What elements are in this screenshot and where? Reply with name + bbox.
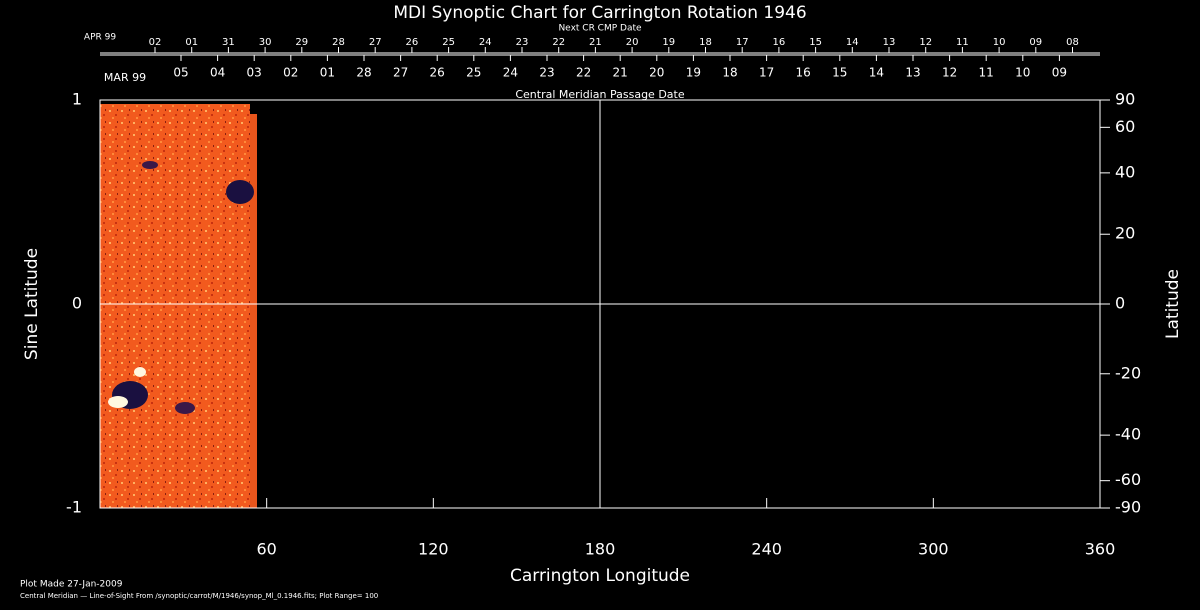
x-tick-label: 180 xyxy=(585,540,616,559)
date-tick-label: 03 xyxy=(247,66,262,80)
date-tick-label: 21 xyxy=(613,66,628,80)
chart-title: MDI Synoptic Chart for Carrington Rotati… xyxy=(393,3,806,23)
date-tick-label: 02 xyxy=(149,37,162,48)
date-tick-label: 11 xyxy=(979,66,994,80)
date-tick-label: 10 xyxy=(1015,66,1030,80)
date-tick-label: 24 xyxy=(503,66,518,80)
date-tick-label: 27 xyxy=(369,37,382,48)
date-tick-label: 30 xyxy=(259,37,272,48)
date-tick-label: 19 xyxy=(662,37,675,48)
date-tick-label: 31 xyxy=(222,37,235,48)
x-tick-label: 360 xyxy=(1085,540,1116,559)
date-tick-label: 21 xyxy=(589,37,602,48)
date-tick-label: 10 xyxy=(993,37,1006,48)
date-axis-label: Next CR CMP Date xyxy=(558,24,642,34)
date-tick-label: 09 xyxy=(1052,66,1067,80)
y-tick-label: 0 xyxy=(72,294,82,313)
date-tick-label: 29 xyxy=(295,37,308,48)
date-tick-label: 16 xyxy=(773,37,786,48)
x-tick-label: 300 xyxy=(918,540,949,559)
date-tick-label: 17 xyxy=(759,66,774,80)
magnetogram-strip xyxy=(100,104,257,508)
footer-note: Plot Made 27-Jan-2009 xyxy=(20,580,123,590)
date-tick-label: 22 xyxy=(552,37,565,48)
x-tick-label: 240 xyxy=(751,540,782,559)
date-tick-label: 08 xyxy=(1066,37,1079,48)
date-tick-label: 20 xyxy=(649,66,664,80)
date-tick-label: 01 xyxy=(185,37,198,48)
y2-tick-label: 40 xyxy=(1115,162,1135,181)
date-tick-label: 16 xyxy=(796,66,811,80)
y2-tick-label: -60 xyxy=(1115,470,1141,489)
date-axis-month: APR 99 xyxy=(84,33,116,43)
date-tick-label: 13 xyxy=(883,37,896,48)
date-tick-label: 20 xyxy=(626,37,639,48)
y2-tick-label: -20 xyxy=(1115,363,1141,382)
y-tick-label: -1 xyxy=(66,498,82,517)
date-tick-label: 18 xyxy=(699,37,712,48)
date-tick-label: 26 xyxy=(430,66,445,80)
y2-tick-label: -90 xyxy=(1115,498,1141,517)
date-tick-label: 12 xyxy=(919,37,932,48)
date-tick-label: 28 xyxy=(356,66,371,80)
y-axis-label: Sine Latitude xyxy=(22,248,42,360)
y2-tick-label: 90 xyxy=(1115,90,1135,109)
date-tick-label: 28 xyxy=(332,37,345,48)
y2-tick-label: 60 xyxy=(1115,117,1135,136)
date-tick-label: 19 xyxy=(686,66,701,80)
date-tick-label: 04 xyxy=(210,66,225,80)
footer-note: Central Meridian — Line-of-Sight From /s… xyxy=(20,592,378,600)
date-tick-label: 11 xyxy=(956,37,969,48)
y2-axis-label: Latitude xyxy=(1163,269,1183,339)
date-axis-month: MAR 99 xyxy=(104,71,146,84)
x-axis-label: Carrington Longitude xyxy=(510,566,690,586)
date-tick-label: 25 xyxy=(466,66,481,80)
date-tick-label: 15 xyxy=(809,37,822,48)
date-tick-label: 09 xyxy=(1029,37,1042,48)
date-tick-label: 14 xyxy=(869,66,884,80)
date-tick-label: 17 xyxy=(736,37,749,48)
date-tick-label: 15 xyxy=(832,66,847,80)
date-tick-label: 27 xyxy=(393,66,408,80)
y2-tick-label: 20 xyxy=(1115,224,1135,243)
y2-tick-label: -40 xyxy=(1115,425,1141,444)
date-tick-label: 23 xyxy=(539,66,554,80)
date-tick-label: 13 xyxy=(905,66,920,80)
date-tick-label: 23 xyxy=(516,37,529,48)
date-tick-label: 18 xyxy=(722,66,737,80)
date-tick-label: 22 xyxy=(576,66,591,80)
date-tick-label: 01 xyxy=(320,66,335,80)
date-tick-label: 02 xyxy=(283,66,298,80)
y-tick-label: 1 xyxy=(72,90,82,109)
date-tick-label: 25 xyxy=(442,37,455,48)
date-tick-label: 12 xyxy=(942,66,957,80)
date-tick-label: 05 xyxy=(173,66,188,80)
date-tick-label: 26 xyxy=(406,37,419,48)
date-tick-label: 24 xyxy=(479,37,492,48)
y2-tick-label: 0 xyxy=(1115,294,1125,313)
x-tick-label: 120 xyxy=(418,540,449,559)
date-tick-label: 14 xyxy=(846,37,859,48)
x-tick-label: 60 xyxy=(256,540,276,559)
date-axis-label: Central Meridian Passage Date xyxy=(515,88,684,101)
